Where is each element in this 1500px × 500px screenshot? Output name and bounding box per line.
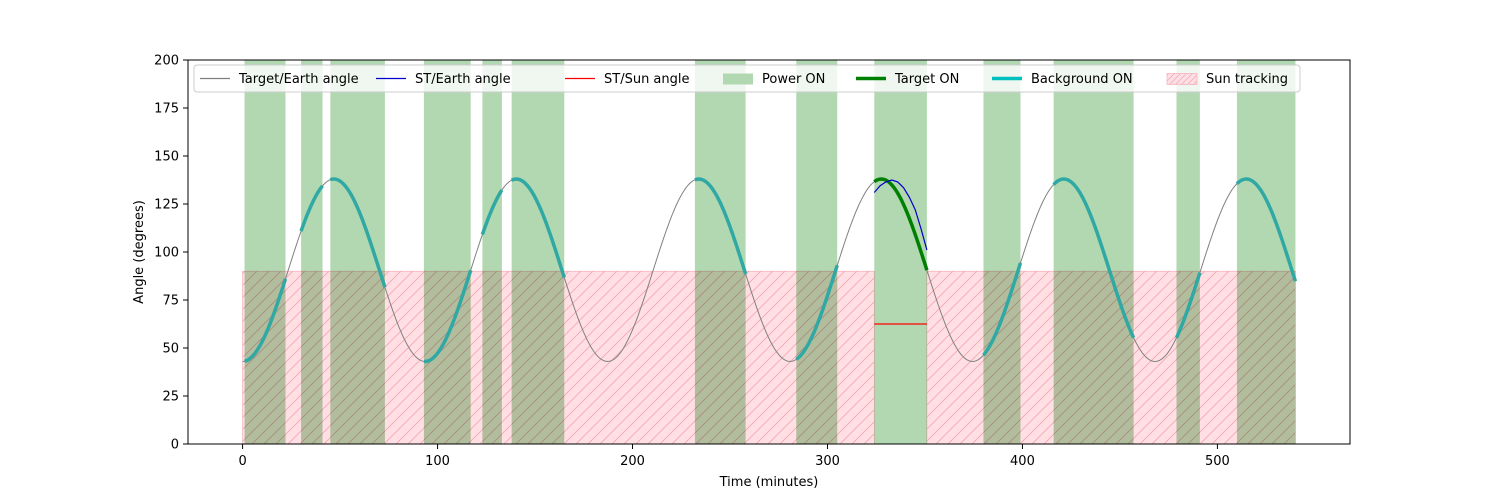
y-tick-label: 125 [154,198,179,213]
sun-tracking-regions [242,270,1296,444]
legend-swatch [723,73,753,85]
legend-entry: Target/Earth angle [200,72,359,87]
y-tick-label: 150 [154,150,179,165]
legend-label: ST/Earth angle [415,72,511,87]
y-tick-label: 100 [154,246,179,261]
background-on-segment [423,269,473,364]
power-on-region [1176,60,1200,444]
legend-label: Background ON [1031,72,1133,87]
x-axis-label: Time (minutes) [719,475,819,490]
x-tick-label: 100 [425,454,450,469]
x-axis: 0 100 200 300 400 500 [238,444,1230,469]
background-on-segment [510,177,566,279]
x-tick-label: 0 [238,454,246,469]
x-tick-label: 300 [815,454,840,469]
background-on-segment [982,262,1023,357]
background-on-segment [1052,177,1136,339]
x-tick-label: 500 [1205,454,1230,469]
target-on-segment [873,177,929,271]
x-tick-label: 200 [620,454,645,469]
background-on-segment [1235,177,1298,282]
background-on-segment [244,278,288,363]
legend-entry: Sun tracking [1166,72,1288,87]
power-on-region [1053,60,1134,444]
legend-label: ST/Sun angle [604,72,690,87]
y-tick-label: 175 [154,102,179,117]
legend: Target/Earth angle ST/Earth angle ST/Sun a… [193,64,1301,93]
legend-entry: Background ON [992,72,1133,87]
st-earth-angle-line [873,179,928,251]
y-tick-label: 0 [171,438,179,453]
y-tick-label: 200 [154,54,179,69]
y-tick-label: 25 [162,390,179,405]
y-tick-label: 50 [162,342,179,357]
y-axis: 0 25 50 75 100 125 150 175 200 [154,54,188,453]
background-on-segment [299,184,324,232]
power-on-region [244,60,286,444]
legend-swatch [1166,73,1198,85]
power-on-region [796,60,838,444]
power-on-region [423,60,471,444]
legend-label: Target/Earth angle [238,72,359,87]
power-on-region [330,60,385,444]
plot-area [242,60,1298,444]
power-on-region [874,60,927,444]
power-on-region [983,60,1021,444]
background-on-segment [694,177,748,275]
background-on-segment [795,264,839,361]
power-on-region [301,60,323,444]
x-tick-label: 400 [1010,454,1035,469]
power-on-region [482,60,502,444]
legend-entry: Target ON [856,72,959,87]
legend-entry: ST/Earth angle [376,72,511,87]
legend-label: Power ON [762,72,825,87]
y-tick-label: 75 [162,294,179,309]
y-axis-label: Angle (degrees) [132,200,147,304]
background-on-segment [1174,272,1202,339]
legend-entry: Power ON [723,72,825,87]
series-lines [242,177,1298,364]
legend-label: Target ON [894,72,959,87]
background-on-segment [329,177,387,288]
legend-entry: ST/Sun angle [565,72,690,87]
legend-label: Sun tracking [1206,72,1288,87]
background-on-segment [480,189,504,236]
